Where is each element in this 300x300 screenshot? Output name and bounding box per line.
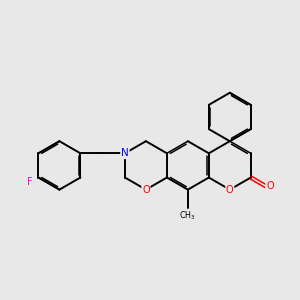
Text: O: O [142, 184, 150, 195]
Text: F: F [27, 178, 33, 188]
Text: CH$_3$: CH$_3$ [179, 209, 196, 222]
Text: O: O [266, 181, 274, 191]
Text: O: O [226, 184, 234, 195]
Text: N: N [121, 148, 129, 158]
